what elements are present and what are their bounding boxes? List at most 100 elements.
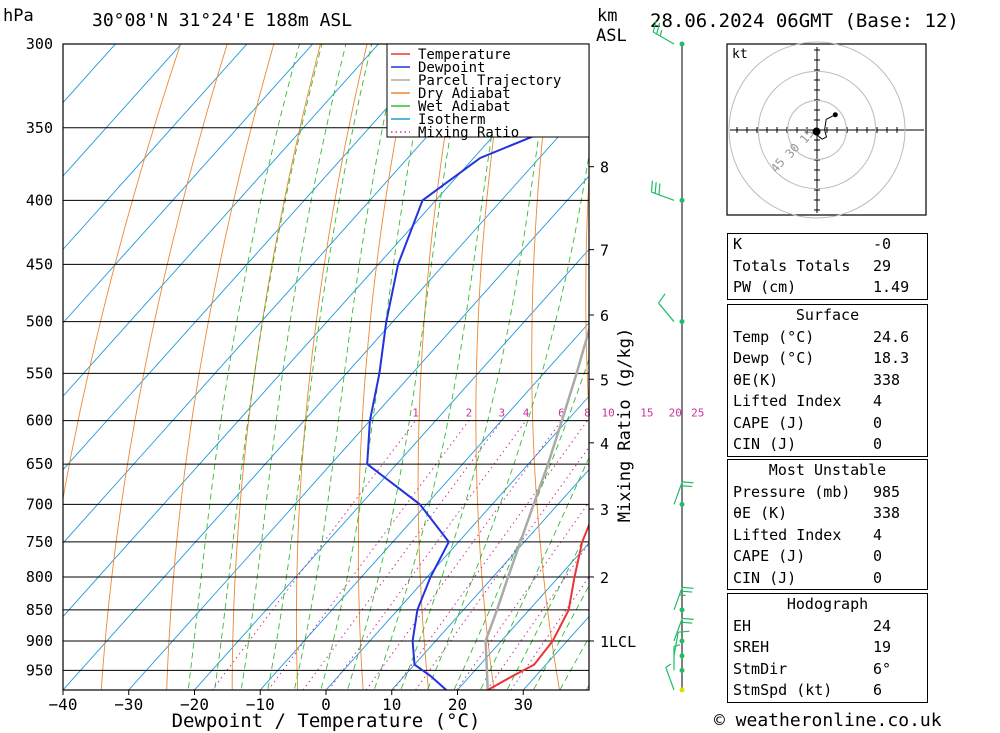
pressure-tick-label: 850 (26, 601, 53, 619)
index-row: CAPE (J) 0 (733, 547, 883, 565)
x-tick-label: 30 (514, 695, 533, 714)
wet-adiabat-line (240, 44, 347, 690)
x-axis-label: Dewpoint / Temperature (°C) (172, 710, 481, 732)
mixing-ratio-label: 25 (691, 407, 704, 420)
pressure-tick-label: 650 (26, 455, 53, 473)
asl-label: ASL (596, 26, 627, 46)
wind-barbs (650, 20, 694, 693)
most-unstable-box: Most Unstable Pressure (mb) 985 θE (K) 338… (727, 459, 928, 590)
location-title: 30°08'N 31°24'E 188m ASL (92, 10, 353, 31)
dry-adiabat-line (63, 44, 182, 502)
wind-dot (679, 638, 685, 644)
index-row: EH 24 (733, 616, 892, 635)
copyright-link[interactable]: © weatheronline.co.uk (714, 710, 942, 731)
wind-dot (679, 667, 685, 673)
x-tick-label: −10 (246, 695, 275, 714)
isotherm-line (63, 44, 182, 177)
wet-adiabat-line (187, 44, 300, 690)
indices-top-box: K -0 Totals Totals 29 PW (cm) 1.49 (727, 233, 928, 300)
index-row: StmDir 6° (733, 659, 892, 678)
km-tick-label: 8 (600, 159, 609, 177)
km-tick-label: 4 (600, 435, 609, 453)
wind-barb-flag (678, 630, 690, 633)
wet-adiabat-line (267, 44, 373, 690)
legend-label: Mixing Ratio (418, 125, 519, 141)
legend-label: Dry Adiabat (418, 86, 511, 102)
mixing-ratio-label: 1 (412, 407, 419, 420)
pressure-tick-label: 500 (26, 313, 53, 331)
wet-adiabat-line (347, 44, 467, 690)
isotherm-line (63, 44, 314, 324)
wind-barb-flag (650, 180, 653, 193)
surface-title: Surface (795, 306, 860, 324)
x-axis-ticks: −40 −30 −20 −10 0 10 20 30 (49, 690, 533, 714)
x-tick-label: 0 (321, 695, 331, 714)
pressure-tick-label: 600 (26, 412, 53, 430)
pressure-unit-label: hPa (3, 6, 34, 26)
index-row: Lifted Index 4 (733, 392, 883, 410)
index-row: CAPE (J) 0 (733, 413, 883, 432)
wind-barb-flag (682, 481, 694, 484)
hodograph-ring (787, 100, 847, 160)
wind-dot (679, 197, 685, 203)
pressure-tick-label: 350 (26, 119, 53, 137)
index-row: Totals Totals 29 (733, 256, 892, 275)
index-row: CIN (J) 0 (733, 435, 883, 453)
index-row: θE (K) 338 (733, 504, 901, 522)
index-row: PW (cm) 1.49 (733, 278, 910, 296)
wind-barb-flag (652, 20, 657, 33)
legend-label: Isotherm (418, 112, 485, 128)
mixing-ratio-line (302, 420, 503, 690)
isotherm-line (63, 44, 380, 397)
most-unstable-title: Most Unstable (768, 461, 887, 479)
x-tick-label: −40 (49, 695, 78, 714)
isotherm-line (193, 248, 589, 690)
hodograph-ring (728, 41, 906, 219)
km-tick-label: 6 (600, 307, 609, 325)
wind-barb-half (679, 594, 686, 597)
wind-dot (679, 607, 685, 613)
parcel-trajectory (484, 325, 589, 690)
pressure-tick-label: 950 (26, 661, 53, 679)
mixing-ratio-label: 10 (601, 407, 614, 420)
mixing-ratio-line (510, 575, 589, 690)
wind-barb-flag (654, 182, 657, 194)
dewpoint-profile (366, 101, 589, 690)
index-row: Dewp (°C) 18.3 (733, 349, 910, 367)
x-tick-label: 10 (382, 695, 401, 714)
wind-dot (679, 687, 685, 693)
pressure-tick-label: 800 (26, 568, 53, 586)
legend-label: Dewpoint (418, 60, 485, 76)
isotherm-line (63, 44, 248, 251)
pressure-tick-label: 750 (26, 533, 53, 551)
wind-barb-flag (658, 293, 666, 304)
dry-adiabat-line (166, 44, 275, 690)
index-row: Pressure (mb) 985 (733, 482, 901, 501)
wet-adiabat-line (453, 357, 589, 690)
km-tick-label: 7 (600, 242, 609, 260)
wet-adiabat-line (400, 44, 554, 690)
hodograph-end-marker (832, 112, 838, 118)
mixing-ratio-label: 4 (523, 407, 530, 420)
surface-box: Surface Temp (°C) 24.6 Dewp (°C) 18.3 θE(K… (727, 304, 928, 457)
wind-barb-half (659, 29, 663, 37)
index-row: K -0 (733, 235, 892, 253)
isotherm-line (63, 44, 445, 471)
legend-label: Temperature (418, 47, 511, 63)
mixing-ratio-line (328, 420, 527, 690)
wind-barb-flag (658, 183, 661, 195)
wind-barb-flag (680, 621, 693, 624)
wind-barb-half (665, 663, 672, 668)
legend-label: Wet Adiabat (418, 99, 511, 115)
mixing-ratio-labels: 1 2 3 4 6 8 10 15 20 25 (412, 407, 704, 420)
km-tick-label: 3 (600, 501, 609, 519)
pressure-tick-label: 700 (26, 495, 53, 513)
pressure-tick-label: 300 (26, 35, 53, 53)
mixing-ratio-line (211, 420, 416, 690)
index-row: Temp (°C) 24.6 (733, 327, 910, 346)
index-row: CIN (J) 0 (733, 568, 883, 587)
wind-barb-staff (665, 667, 675, 691)
